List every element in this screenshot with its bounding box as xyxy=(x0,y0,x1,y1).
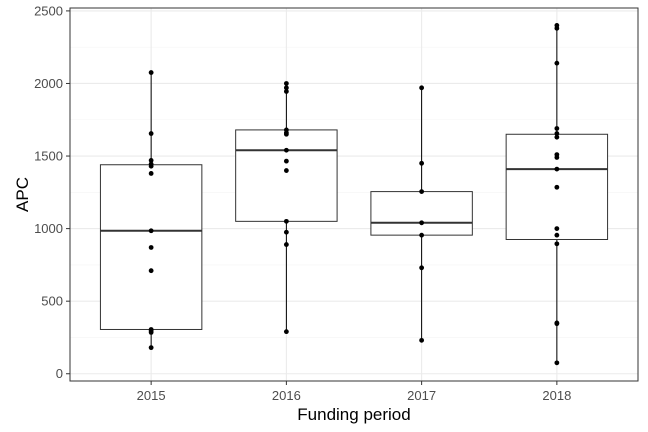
y-tick-label: 2500 xyxy=(34,3,63,18)
data-point xyxy=(283,158,289,164)
data-point xyxy=(419,189,425,194)
data-point xyxy=(419,232,425,238)
data-point xyxy=(554,155,560,160)
data-point xyxy=(554,232,560,238)
data-point xyxy=(148,245,154,250)
data-point xyxy=(283,168,289,173)
data-point xyxy=(283,147,289,153)
data-point xyxy=(283,242,289,247)
x-axis-title: Funding period xyxy=(297,405,410,424)
data-point xyxy=(419,265,425,271)
data-point xyxy=(283,229,289,235)
data-point xyxy=(554,134,560,140)
y-tick-label: 2000 xyxy=(34,76,63,91)
data-point xyxy=(554,131,560,136)
x-tick-label: 2018 xyxy=(542,388,571,403)
data-point xyxy=(554,226,560,232)
y-tick-label: 1500 xyxy=(34,149,63,164)
boxplot-series xyxy=(99,23,609,366)
data-point xyxy=(148,329,154,335)
data-point xyxy=(283,81,289,86)
box-2017 xyxy=(370,191,473,236)
box-2016 xyxy=(235,129,338,222)
data-point xyxy=(148,228,154,234)
y-tick-label: 500 xyxy=(41,294,63,309)
data-point xyxy=(554,241,560,247)
y-tick-label: 0 xyxy=(56,366,63,381)
data-point xyxy=(554,166,560,172)
y-tick-label: 1000 xyxy=(34,221,63,236)
data-point xyxy=(148,268,154,274)
y-axis-title: APC xyxy=(13,177,32,212)
data-point xyxy=(283,218,289,224)
data-point xyxy=(554,126,560,131)
axes: 0 500 1000 1500 2000 2500 2015 2016 2017 2018 xyxy=(34,3,571,403)
panel-border xyxy=(69,7,639,382)
data-point xyxy=(148,163,154,169)
data-point xyxy=(148,171,154,176)
data-point xyxy=(554,184,560,190)
data-point xyxy=(283,85,289,91)
data-point xyxy=(554,25,560,31)
data-point xyxy=(419,85,425,91)
data-point xyxy=(148,345,154,351)
data-point xyxy=(283,131,289,137)
data-point xyxy=(554,321,560,327)
data-point xyxy=(554,60,560,66)
x-tick-label: 2015 xyxy=(137,388,166,403)
data-point xyxy=(419,337,425,343)
data-point xyxy=(148,157,154,163)
x-tick-label: 2017 xyxy=(407,388,436,403)
data-point xyxy=(148,131,154,136)
data-point xyxy=(419,160,425,166)
data-point xyxy=(554,360,560,366)
data-point xyxy=(283,89,289,94)
data-point xyxy=(148,70,154,75)
x-tick-label: 2016 xyxy=(272,388,301,403)
data-point xyxy=(419,220,425,226)
data-point xyxy=(283,329,289,335)
